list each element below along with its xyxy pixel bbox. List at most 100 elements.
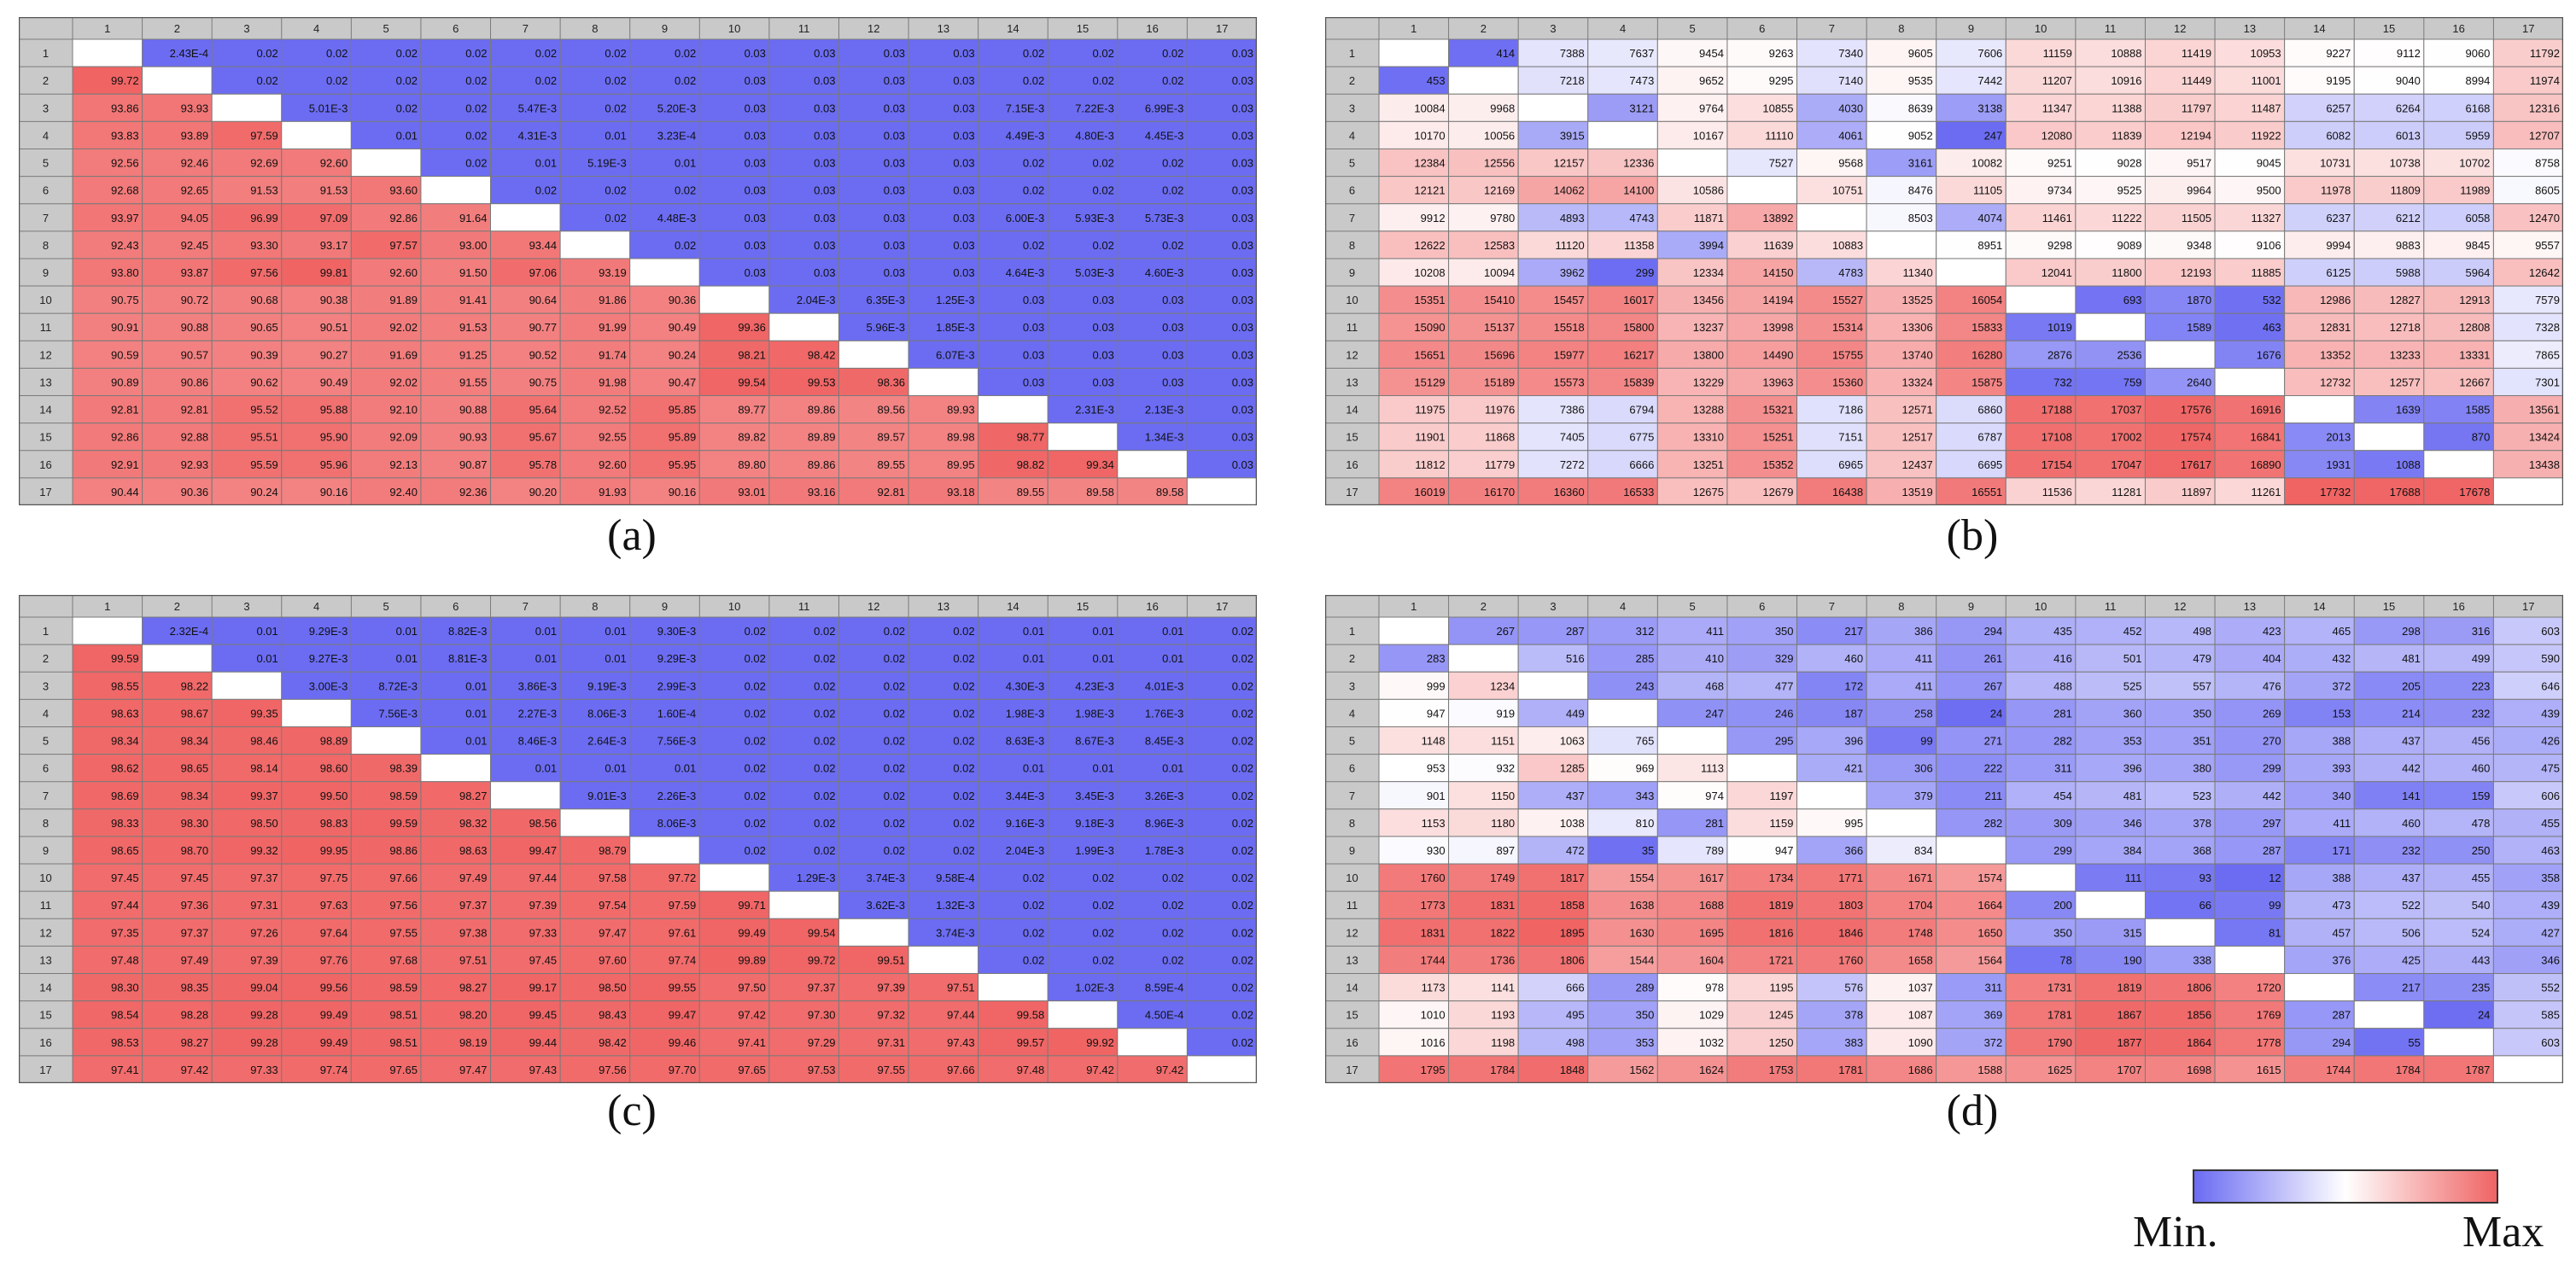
heatmap-cell-value: 1831 [1421,926,1446,939]
column-label: 6 [453,22,459,35]
heatmap-cell-value: 0.01 [535,652,557,665]
heatmap-cell-value: 89.57 [878,431,906,444]
heatmap-cell-empty [978,973,1049,1002]
heatmap-cell-value: 97.30 [808,1009,836,1022]
heatmap-cell-value: 1895 [1560,926,1585,939]
heatmap-cell [1866,698,1937,727]
heatmap-cell [2353,644,2425,673]
heatmap-cell-value: 0.02 [1162,239,1183,252]
heatmap-cell-value: 93.01 [738,486,766,498]
heatmap-cell-value: 223 [2472,679,2491,692]
heatmap-cell-value: 10738 [2390,157,2421,170]
heatmap-cell [1587,644,1658,673]
heatmap-cell [1587,477,1658,505]
heatmap-cell-value: 437 [2402,872,2421,884]
heatmap-cell [72,918,143,947]
heatmap-cell-value: 247 [1984,129,2003,142]
heatmap-cell-value: 9.27E-3 [309,652,348,665]
heatmap-cell [2144,258,2216,287]
column-label: 5 [383,22,389,35]
heatmap-cell-value: 439 [2541,707,2560,720]
heatmap-cell-value: 386 [1914,625,1933,638]
heatmap-cell-value: 646 [2541,679,2560,692]
heatmap-cell-value: 1744 [2326,1064,2351,1076]
heatmap-cell [1936,120,2006,149]
heatmap-cell [420,312,492,341]
heatmap-cell [1936,1028,2006,1057]
heatmap-cell-value: 7140 [1838,74,1863,87]
heatmap-cell-value: 90.91 [111,321,139,334]
heatmap-cell [1517,726,1589,755]
heatmap-cell-value: 1817 [1560,872,1585,884]
heatmap-cell-value: 1.78E-3 [1145,844,1184,857]
heatmap-cell-value: 1087 [1908,1009,1933,1022]
heatmap-cell [768,120,839,149]
heatmap-cell [72,66,143,95]
heatmap-cell [2214,423,2286,452]
heatmap-cell [1936,726,2006,755]
heatmap-cell [211,945,283,975]
heatmap-cell [1517,973,1589,1002]
column-label: 14 [1007,22,1019,35]
heatmap-cell-value: 92.81 [111,404,139,417]
heatmap-cell-value: 14194 [1762,294,1793,306]
heatmap-cell-value: 0.02 [605,184,626,197]
heatmap-cell [1117,1000,1188,1029]
heatmap-cell [281,285,352,314]
heatmap-cell-value: 0.03 [745,184,766,197]
heatmap-cell-value: 98.77 [1017,431,1045,444]
heatmap-cell [281,395,352,424]
heatmap-cell-value: 66 [2199,899,2211,912]
heatmap-cell-value: 9045 [2257,157,2281,170]
heatmap-cell [1186,644,1257,673]
row-label: 12 [1346,348,1358,361]
heatmap-cell-value: 90.93 [459,431,488,444]
heatmap-cell-value: 0.02 [1232,953,1253,966]
row-label: 2 [43,74,49,87]
heatmap-cell-value: 13229 [1693,376,1724,388]
row-label: 3 [43,102,49,114]
heatmap-cell-value: 1193 [1491,1009,1515,1022]
heatmap-cell [2005,945,2077,975]
heatmap-cell [1378,312,1450,341]
row-label: 1 [43,47,49,60]
column-label: 11 [798,22,810,35]
heatmap-cell-empty [768,890,839,919]
heatmap-cell-empty [1587,698,1658,727]
heatmap-cell-value: 92.86 [389,212,418,224]
heatmap-cell [2284,285,2355,314]
heatmap-cell-value: 98.51 [389,1009,418,1022]
heatmap-cell [1448,477,1519,505]
heatmap-svg: 1 2 3 4 5 6 7 8 9 10 11 12 13 14 15 16 17123456789101112… [19,17,1257,505]
heatmap-cell [2492,203,2563,232]
heatmap-cell-value: 0.03 [1023,294,1044,306]
row-label: 5 [1349,157,1355,170]
heatmap-cell [1517,423,1589,452]
heatmap-cell [1517,258,1589,287]
row-label: 14 [39,404,51,417]
heatmap-cell-value: 90.72 [181,294,209,306]
heatmap-cell-value: 89.82 [738,431,766,444]
heatmap-cell-value: 437 [2402,735,2421,748]
heatmap-cell [908,203,979,232]
heatmap-cell [1117,367,1188,397]
heatmap-cell [629,945,700,975]
heatmap-cell-empty [1117,450,1188,479]
heatmap-cell [72,120,143,149]
heatmap-cell-value: 91.50 [459,266,488,279]
heatmap-cell-value: 7442 [1977,74,2002,87]
heatmap-cell-value: 5988 [2396,266,2421,279]
heatmap-cell-value: 0.02 [1023,899,1044,912]
heatmap-cell-value: 99.32 [250,844,278,857]
heatmap-cell-value: 0.01 [1093,762,1114,775]
heatmap-cell [2214,120,2286,149]
heatmap-cell-value: 3.26E-3 [1145,790,1184,802]
heatmap-cell-value: 99.56 [320,982,348,994]
heatmap-cell-empty [1866,808,1937,837]
heatmap-cell-value: 0.02 [675,239,696,252]
heatmap-cell-value: 1704 [1908,899,1933,912]
heatmap-cell-value: 99.47 [529,844,558,857]
heatmap-cell-value: 98.34 [111,735,139,748]
heatmap-cell-value: 411 [2334,817,2351,830]
heatmap-cell [1186,395,1257,424]
